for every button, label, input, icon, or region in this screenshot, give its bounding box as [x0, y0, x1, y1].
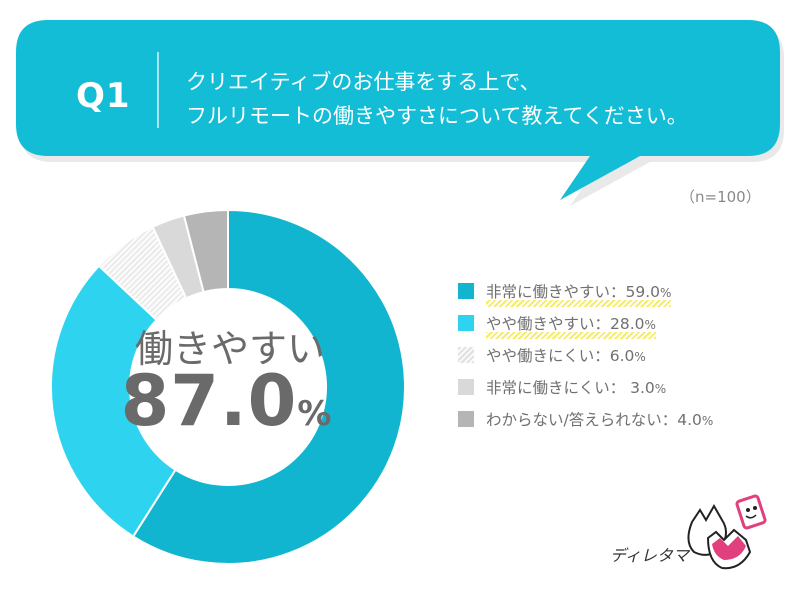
legend-value: 28.0: [610, 315, 645, 333]
legend-item: 非常に働きやすい：59.0%: [458, 280, 788, 307]
donut-chart: [50, 208, 406, 565]
logo-text: ディレタマ: [610, 546, 689, 565]
legend-item: やや働きやすい：28.0%: [458, 312, 788, 339]
legend: 非常に働きやすい：59.0% やや働きやすい：28.0% やや働きにくい：6.0…: [458, 282, 788, 442]
legend-text: 非常に働きやすい：59.0%: [486, 280, 672, 307]
center-number: 87.0: [120, 360, 298, 442]
donut-slice: [131, 208, 406, 565]
legend-value: 3.0: [630, 379, 655, 397]
legend-unit: %: [701, 414, 714, 428]
legend-label: わからない/答えられない：: [486, 411, 678, 429]
legend-swatch: [458, 283, 474, 299]
legend-label: 非常に働きやすい：: [486, 283, 626, 301]
legend-unit: %: [644, 318, 656, 332]
legend-item: やや働きにくい：6.0%: [458, 344, 788, 366]
legend-item: わからない/答えられない：4.0%: [458, 408, 788, 430]
center-value: 87.0%: [96, 360, 356, 442]
legend-text: やや働きやすい：28.0%: [486, 312, 656, 339]
question-banner: [16, 20, 784, 206]
question-text-line2: フルリモートの働きやすさについて教えてください。: [186, 104, 688, 128]
legend-value: 6.0: [609, 347, 635, 365]
legend-swatch: [458, 379, 474, 395]
donut-slice: [50, 264, 177, 538]
center-label: 働きやすい: [134, 327, 325, 371]
legend-unit: %: [634, 350, 646, 364]
legend-swatch: [458, 411, 474, 427]
sample-size: （n=100）: [680, 188, 761, 206]
legend-unit: %: [660, 286, 672, 300]
donut-slice: [182, 208, 229, 294]
logo-mascot-icon: [687, 494, 767, 570]
banner-bubble: [16, 20, 780, 200]
legend-swatch: [458, 347, 474, 363]
legend-label: やや働きにくい：: [486, 347, 610, 365]
legend-text: わからない/答えられない：4.0%: [486, 408, 713, 430]
question-label: Q1: [76, 76, 131, 116]
legend-label: 非常に働きにくい：: [486, 379, 631, 397]
legend-text: 非常に働きにくい： 3.0%: [486, 376, 666, 398]
center-unit: %: [297, 394, 332, 434]
legend-value: 59.0: [625, 283, 661, 301]
question-text-line1: クリエイティブのお仕事をする上で、: [186, 70, 541, 94]
legend-label: やや働きやすい：: [486, 315, 611, 333]
legend-value: 4.0: [677, 411, 702, 429]
legend-unit: %: [654, 382, 667, 396]
legend-swatch: [458, 315, 474, 331]
legend-text: やや働きにくい：6.0%: [486, 344, 646, 366]
legend-item: 非常に働きにくい： 3.0%: [458, 376, 788, 398]
